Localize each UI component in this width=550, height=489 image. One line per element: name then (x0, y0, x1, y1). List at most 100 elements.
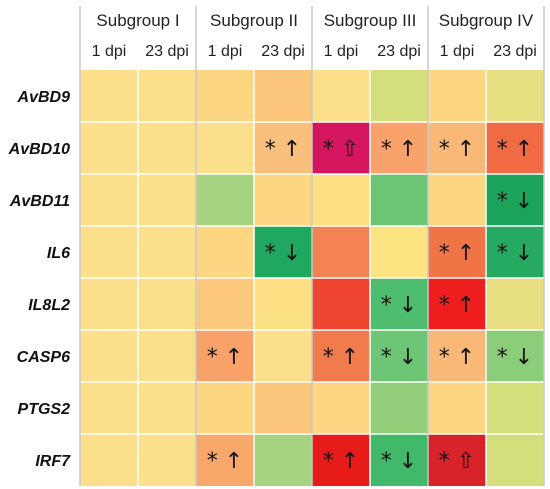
heatmap-cell (138, 434, 196, 486)
column-header: 1 dpi (92, 43, 127, 60)
heatmap-cell (80, 382, 138, 434)
heatmap-cell (138, 382, 196, 434)
heatmap-cell (370, 70, 428, 122)
heatmap-cell (370, 226, 428, 278)
significance-mark: * ⇧ (439, 449, 475, 474)
heatmap-cell (486, 382, 544, 434)
subgroup-header: Subgroup IV (439, 11, 534, 30)
heatmap-cell (312, 278, 370, 330)
heatmap-cell (196, 174, 254, 226)
gene-label: AvBD9 (17, 89, 71, 106)
gene-label: AvBD11 (9, 193, 70, 210)
heatmap-headers: Subgroup I Subgroup II Subgroup III Subgrou… (92, 11, 537, 60)
heatmap-cell (254, 226, 312, 278)
heatmap-cell (138, 70, 196, 122)
subgroup-header: Subgroup I (96, 11, 179, 30)
heatmap-cell (486, 70, 544, 122)
heatmap-cell (196, 278, 254, 330)
heatmap-cells: * ↑ * ⇧ * ↑ * ↑ * ↑ * ↓ * ↓ * ↑ * ↓ * ↓ * ↑ * ↑ * ↑ *… (80, 70, 544, 486)
heatmap-cell (138, 330, 196, 382)
heatmap-cell (428, 382, 486, 434)
column-header: 23 dpi (493, 43, 537, 60)
heatmap-cell (80, 174, 138, 226)
column-header: 1 dpi (208, 43, 243, 60)
heatmap-cell (428, 174, 486, 226)
heatmap-cell (196, 434, 254, 486)
heatmap-cell (370, 278, 428, 330)
heatmap-cell (80, 434, 138, 486)
heatmap-row-labels: AvBD9 AvBD10 AvBD11 IL6 IL8L2 CASP6 PTGS2 IRF7 (8, 89, 71, 470)
significance-mark: * ↓ (497, 241, 533, 266)
heatmap-cell (428, 70, 486, 122)
heatmap-cell (138, 174, 196, 226)
significance-mark: * ↑ (439, 241, 475, 266)
heatmap-cell (80, 70, 138, 122)
heatmap-cell (80, 330, 138, 382)
heatmap-cell (428, 122, 486, 174)
heatmap-cell (486, 330, 544, 382)
gene-label: IL8L2 (28, 297, 70, 314)
significance-mark: * ⇧ (323, 137, 359, 162)
gene-label: IRF7 (35, 453, 71, 470)
heatmap-cell (312, 70, 370, 122)
heatmap-cell (312, 122, 370, 174)
heatmap-cell (254, 434, 312, 486)
gene-label: PTGS2 (18, 401, 71, 418)
heatmap-cell (428, 226, 486, 278)
heatmap-cell (370, 382, 428, 434)
heatmap-cell (196, 122, 254, 174)
gene-label: AvBD10 (8, 141, 70, 158)
heatmap-cell (196, 330, 254, 382)
heatmap-cell (254, 278, 312, 330)
gene-label: IL6 (47, 245, 70, 262)
heatmap-cell (196, 226, 254, 278)
heatmap-cell (80, 122, 138, 174)
heatmap-cell (486, 122, 544, 174)
heatmap-cell (80, 226, 138, 278)
heatmap-cell (138, 122, 196, 174)
significance-mark: * ↓ (497, 345, 533, 370)
column-header: 23 dpi (145, 43, 189, 60)
significance-mark: * ↓ (265, 241, 301, 266)
significance-mark: * ↑ (207, 345, 243, 370)
heatmap-cell (486, 226, 544, 278)
significance-mark: * ↑ (323, 449, 359, 474)
heatmap-cell (370, 174, 428, 226)
heatmap-cell (428, 330, 486, 382)
heatmap-cell (428, 278, 486, 330)
heatmap-cell (254, 174, 312, 226)
column-header: 23 dpi (377, 43, 421, 60)
significance-mark: * ↑ (207, 449, 243, 474)
heatmap-cell (486, 174, 544, 226)
heatmap-cell (196, 70, 254, 122)
subgroup-header: Subgroup II (210, 11, 298, 30)
heatmap-cell (486, 278, 544, 330)
heatmap-cell (138, 226, 196, 278)
heatmap-cell (370, 122, 428, 174)
significance-mark: * ↑ (439, 293, 475, 318)
heatmap-cell (254, 382, 312, 434)
heatmap-cell (312, 174, 370, 226)
column-header: 1 dpi (440, 43, 475, 60)
heatmap-cell (254, 70, 312, 122)
heatmap-cell (312, 434, 370, 486)
significance-mark: * ↑ (381, 137, 417, 162)
heatmap-gridlines (79, 6, 545, 486)
heatmap-cell (196, 382, 254, 434)
significance-mark: * ↓ (497, 189, 533, 214)
significance-mark: * ↓ (381, 449, 417, 474)
subgroup-header: Subgroup III (324, 11, 417, 30)
heatmap-cell (312, 382, 370, 434)
significance-mark: * ↓ (381, 293, 417, 318)
heatmap-cell (428, 434, 486, 486)
heatmap-cell (370, 330, 428, 382)
significance-mark: * ↑ (265, 137, 301, 162)
heatmap-cell (486, 434, 544, 486)
significance-mark: * ↓ (381, 345, 417, 370)
significance-mark: * ↑ (323, 345, 359, 370)
heatmap-cell (138, 278, 196, 330)
significance-mark: * ↑ (497, 137, 533, 162)
heatmap-cell (370, 434, 428, 486)
column-header: 23 dpi (261, 43, 305, 60)
